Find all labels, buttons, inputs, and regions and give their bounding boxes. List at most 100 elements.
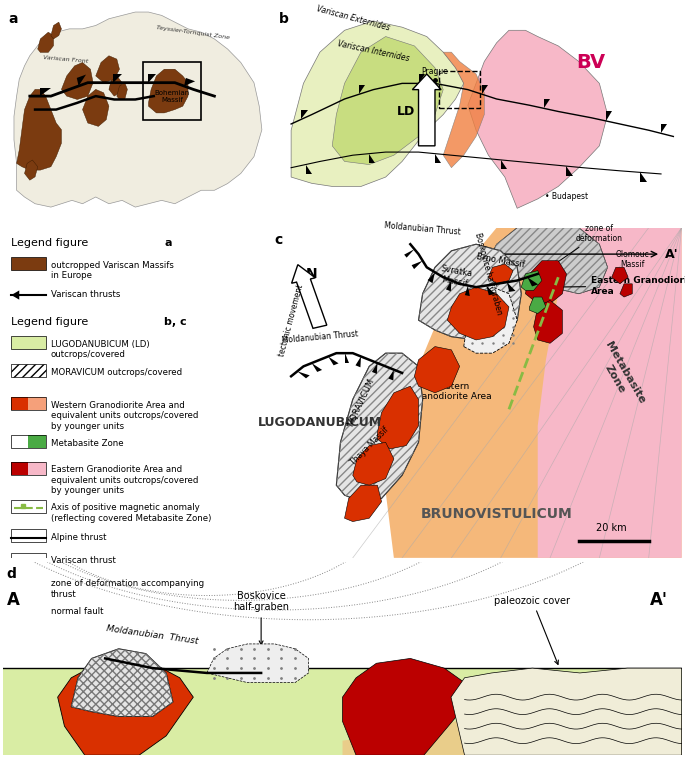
Polygon shape bbox=[342, 707, 682, 755]
Bar bbox=[12, 553, 46, 565]
Text: LD: LD bbox=[397, 105, 415, 118]
Text: MORAVICUM: MORAVICUM bbox=[346, 376, 376, 428]
Text: Prague: Prague bbox=[421, 67, 449, 76]
Bar bbox=[12, 461, 29, 474]
Polygon shape bbox=[606, 112, 612, 121]
Bar bbox=[12, 398, 46, 411]
Polygon shape bbox=[620, 284, 632, 297]
Polygon shape bbox=[345, 353, 349, 363]
Text: • Budapest: • Budapest bbox=[545, 192, 588, 201]
Text: d: d bbox=[7, 568, 16, 581]
Text: Metabasite
Zone: Metabasite Zone bbox=[593, 340, 647, 411]
Polygon shape bbox=[427, 272, 435, 283]
Text: b: b bbox=[279, 12, 288, 26]
Text: Olomouc
Massif: Olomouc Massif bbox=[615, 250, 649, 269]
Polygon shape bbox=[40, 88, 51, 96]
Polygon shape bbox=[342, 658, 464, 755]
Text: Boskovice
half-graben: Boskovice half-graben bbox=[233, 591, 289, 644]
Text: zone of
deformation: zone of deformation bbox=[553, 223, 623, 265]
Text: Legend figure: Legend figure bbox=[12, 238, 92, 247]
Text: N: N bbox=[306, 266, 317, 281]
Text: Moldanubian Thrust: Moldanubian Thrust bbox=[282, 329, 358, 345]
Polygon shape bbox=[446, 281, 451, 291]
Polygon shape bbox=[184, 78, 195, 86]
Polygon shape bbox=[328, 357, 338, 365]
Text: Variscan Internides: Variscan Internides bbox=[336, 39, 410, 64]
FancyArrow shape bbox=[292, 265, 327, 329]
Text: Bohemian
Massif: Bohemian Massif bbox=[155, 90, 190, 102]
Polygon shape bbox=[27, 534, 35, 537]
Polygon shape bbox=[661, 124, 667, 134]
Bar bbox=[3, 668, 682, 755]
Polygon shape bbox=[468, 30, 608, 208]
Polygon shape bbox=[369, 153, 375, 163]
Text: Western
Granodiorite Area: Western Granodiorite Area bbox=[411, 370, 492, 402]
Polygon shape bbox=[16, 90, 62, 170]
Polygon shape bbox=[3, 682, 173, 755]
Polygon shape bbox=[482, 85, 488, 94]
Text: Svratka
Massif: Svratka Massif bbox=[438, 264, 473, 289]
Text: Axis of positive magnetic anomaly
(reflecting covered Metabasite Zone): Axis of positive magnetic anomaly (refle… bbox=[51, 503, 211, 523]
Polygon shape bbox=[412, 260, 423, 269]
Text: Variscan thrust: Variscan thrust bbox=[51, 556, 116, 565]
Polygon shape bbox=[207, 644, 309, 682]
Polygon shape bbox=[25, 160, 38, 180]
Polygon shape bbox=[640, 172, 647, 181]
Text: c: c bbox=[275, 233, 283, 247]
Bar bbox=[12, 575, 46, 588]
Polygon shape bbox=[443, 52, 484, 168]
Text: b, c: b, c bbox=[164, 317, 187, 327]
Polygon shape bbox=[312, 363, 322, 372]
Polygon shape bbox=[414, 347, 460, 393]
Text: Moldanubian  Thrust: Moldanubian Thrust bbox=[106, 624, 199, 646]
Text: Thaya Massif: Thaya Massif bbox=[348, 426, 390, 468]
Polygon shape bbox=[464, 287, 517, 353]
Bar bbox=[29, 398, 46, 411]
Polygon shape bbox=[377, 386, 419, 449]
Text: A': A' bbox=[665, 247, 679, 260]
Polygon shape bbox=[291, 21, 464, 187]
Text: paleozoic cover: paleozoic cover bbox=[495, 596, 571, 664]
Bar bbox=[12, 336, 46, 349]
Text: A: A bbox=[7, 591, 20, 609]
Polygon shape bbox=[227, 663, 238, 673]
Polygon shape bbox=[419, 244, 521, 340]
Bar bbox=[143, 62, 201, 120]
Polygon shape bbox=[117, 83, 127, 99]
Polygon shape bbox=[149, 69, 188, 113]
Bar bbox=[12, 499, 46, 512]
Bar bbox=[12, 364, 46, 377]
Polygon shape bbox=[62, 62, 93, 99]
Polygon shape bbox=[58, 658, 193, 755]
Text: Alpine thrust: Alpine thrust bbox=[51, 533, 106, 542]
Polygon shape bbox=[404, 249, 414, 257]
Bar bbox=[12, 530, 46, 543]
Polygon shape bbox=[71, 649, 173, 716]
Polygon shape bbox=[359, 85, 365, 94]
Polygon shape bbox=[77, 74, 86, 86]
Polygon shape bbox=[484, 228, 608, 294]
Polygon shape bbox=[82, 90, 109, 127]
Polygon shape bbox=[96, 55, 119, 83]
Text: Metabasite Zone: Metabasite Zone bbox=[51, 439, 123, 448]
Polygon shape bbox=[297, 371, 310, 378]
Polygon shape bbox=[447, 287, 509, 340]
Polygon shape bbox=[301, 110, 308, 119]
Text: a: a bbox=[164, 238, 172, 247]
Polygon shape bbox=[332, 36, 443, 165]
Polygon shape bbox=[525, 260, 566, 304]
Text: Eastern Granodiorite Area and
equivalent units outcrops/covered
by younger units: Eastern Granodiorite Area and equivalent… bbox=[51, 465, 198, 495]
Text: Western Granodiorite Area and
equivalent units outcrops/covered
by younger units: Western Granodiorite Area and equivalent… bbox=[51, 401, 198, 431]
Polygon shape bbox=[527, 277, 538, 286]
Polygon shape bbox=[388, 370, 394, 380]
Bar bbox=[12, 436, 46, 449]
Text: Variscan Front: Variscan Front bbox=[43, 55, 88, 64]
Polygon shape bbox=[51, 22, 62, 39]
Polygon shape bbox=[566, 166, 573, 175]
Polygon shape bbox=[336, 353, 423, 502]
Bar bbox=[12, 436, 29, 449]
Polygon shape bbox=[14, 556, 22, 561]
Text: LUGODANUBICUM: LUGODANUBICUM bbox=[258, 416, 382, 429]
FancyArrow shape bbox=[412, 74, 441, 146]
Text: LUGODANUBICUM (LD)
outcrops/covered: LUGODANUBICUM (LD) outcrops/covered bbox=[51, 340, 149, 359]
